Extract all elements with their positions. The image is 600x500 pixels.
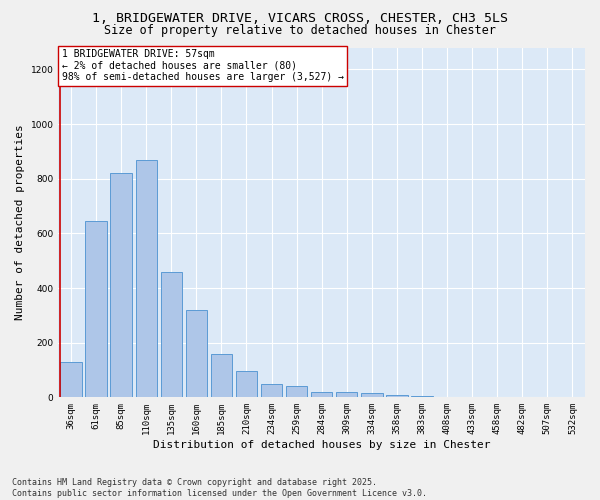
Bar bbox=[110, 173, 132, 398]
Bar bbox=[136, 160, 157, 398]
Y-axis label: Number of detached properties: Number of detached properties bbox=[15, 124, 25, 320]
Bar bbox=[436, 396, 458, 398]
Text: 1, BRIDGEWATER DRIVE, VICARS CROSS, CHESTER, CH3 5LS: 1, BRIDGEWATER DRIVE, VICARS CROSS, CHES… bbox=[92, 12, 508, 26]
Text: Contains HM Land Registry data © Crown copyright and database right 2025.
Contai: Contains HM Land Registry data © Crown c… bbox=[12, 478, 427, 498]
Bar bbox=[311, 392, 332, 398]
Text: 1 BRIDGEWATER DRIVE: 57sqm
← 2% of detached houses are smaller (80)
98% of semi-: 1 BRIDGEWATER DRIVE: 57sqm ← 2% of detac… bbox=[62, 49, 344, 82]
Bar bbox=[412, 396, 433, 398]
Bar bbox=[336, 392, 358, 398]
Bar bbox=[487, 397, 508, 398]
X-axis label: Distribution of detached houses by size in Chester: Distribution of detached houses by size … bbox=[153, 440, 490, 450]
Bar bbox=[286, 386, 307, 398]
Bar bbox=[261, 384, 282, 398]
Text: Size of property relative to detached houses in Chester: Size of property relative to detached ho… bbox=[104, 24, 496, 37]
Bar bbox=[211, 354, 232, 398]
Bar bbox=[185, 310, 207, 398]
Bar bbox=[461, 397, 483, 398]
Bar bbox=[386, 394, 407, 398]
Bar bbox=[60, 362, 82, 398]
Bar bbox=[85, 221, 107, 398]
Bar bbox=[161, 272, 182, 398]
Bar bbox=[236, 372, 257, 398]
Bar bbox=[361, 393, 383, 398]
